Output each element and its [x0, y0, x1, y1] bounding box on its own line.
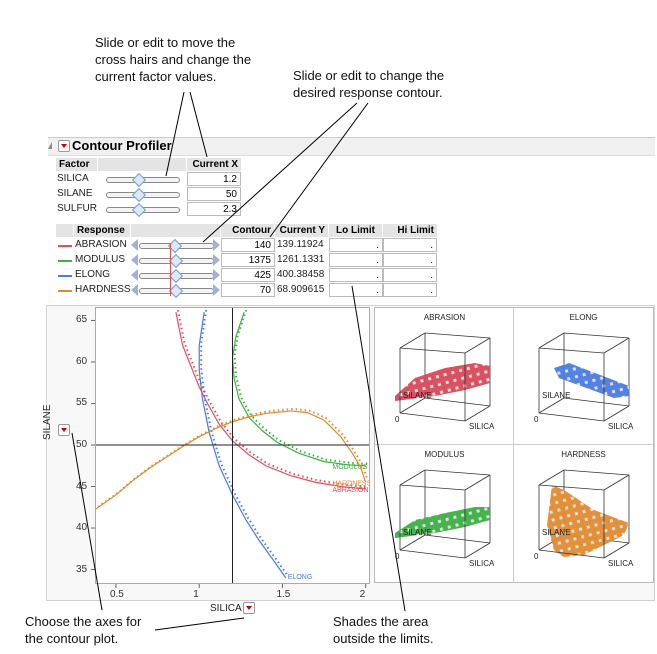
- profiler-menu-button[interactable]: [58, 140, 70, 152]
- contour-shading-dots: [233, 309, 368, 465]
- response-name: ELONG: [75, 269, 111, 280]
- surface-title: ELONG: [569, 313, 598, 322]
- surface-origin-label: 0: [395, 415, 400, 424]
- slider-left-arrow-icon[interactable]: [131, 284, 138, 296]
- x-tick-label: 1: [193, 589, 199, 600]
- slider-left-arrow-icon[interactable]: [131, 254, 138, 266]
- response-name: ABRASION: [75, 239, 127, 250]
- contour-input[interactable]: 425: [221, 268, 275, 282]
- y-axis-menu-button[interactable]: [58, 424, 70, 436]
- annotation-shade: Shades the area outside the limits.: [333, 614, 434, 646]
- hi-limit-input[interactable]: .: [383, 268, 437, 282]
- surface-plot-abrasion[interactable]: ABRASION 0 SILICA SILANE: [375, 308, 514, 445]
- surface-y-axis-label: SILANE: [403, 391, 432, 400]
- contour-line-modulus: [231, 311, 366, 467]
- panel-title: Contour Profiler: [72, 138, 172, 153]
- x-tick-label: 0.5: [109, 589, 124, 600]
- y-tick-label: 60: [76, 355, 88, 367]
- lo-limit-input[interactable]: .: [329, 253, 383, 267]
- y-tick-label: 50: [76, 439, 88, 450]
- hi-limit-input[interactable]: .: [383, 238, 437, 252]
- contour-input[interactable]: 70: [221, 283, 275, 297]
- factor-name: SILANE: [57, 188, 93, 199]
- surface-plot-elong[interactable]: ELONG 0 SILICA SILANE: [514, 308, 653, 445]
- response-name: HARDNESS: [75, 284, 131, 295]
- slider-left-arrow-icon[interactable]: [131, 239, 138, 251]
- slider-right-arrow-icon[interactable]: [213, 284, 220, 296]
- surface-x-axis-label: SILICA: [608, 422, 634, 431]
- slider-right-arrow-icon[interactable]: [213, 239, 220, 251]
- y-tick-label: 55: [76, 397, 88, 409]
- surface-origin-label: 0: [534, 415, 539, 424]
- current-value-marker: [170, 243, 171, 296]
- slider-right-arrow-icon[interactable]: [213, 254, 220, 266]
- contour-label: ABRASION: [332, 487, 368, 494]
- contour-label: MODULUS: [332, 464, 367, 471]
- y-tick-label: 65: [76, 314, 88, 326]
- response-color-swatch: [58, 245, 72, 247]
- slider-header: [131, 224, 220, 237]
- annotation-axes: Choose the axes for the contour plot.: [25, 614, 142, 646]
- surface-plot-hardness[interactable]: HARDNESS 0 SILICA SILANE: [514, 445, 653, 582]
- contour-label: HARDNESS: [332, 480, 371, 487]
- surface-title: MODULUS: [424, 450, 465, 459]
- annotation-contour: Slide or edit to change the desired resp…: [293, 68, 445, 100]
- current-y-value: 1261.1331: [277, 254, 325, 265]
- surface-x-axis-label: SILICA: [608, 559, 634, 568]
- response-surface: [395, 507, 490, 538]
- disclosure-triangle-icon[interactable]: [48, 142, 52, 149]
- surface-x-axis-label: SILICA: [469, 559, 495, 568]
- x-axis-menu-button[interactable]: [243, 602, 255, 614]
- annotation-crosshairs: Slide or edit to move the cross hairs an…: [95, 35, 252, 84]
- surface-y-axis-label: SILANE: [542, 391, 571, 400]
- response-color-swatch: [58, 275, 72, 277]
- surface-origin-label: 0: [395, 552, 400, 561]
- response-color-swatch: [58, 290, 72, 292]
- factor-header: Factor: [56, 158, 97, 171]
- surface-origin-label: 0: [534, 552, 539, 561]
- y-tick-label: 35: [76, 563, 88, 575]
- surface-title: ABRASION: [423, 313, 466, 322]
- slider-right-arrow-icon[interactable]: [213, 269, 220, 281]
- y-axis-label: SILANE: [42, 404, 53, 440]
- y-tick-label: 40: [76, 522, 88, 534]
- current-y-value: 139.11924: [277, 239, 324, 250]
- response-color-swatch: [58, 260, 72, 262]
- surface-y-axis-label: SILANE: [542, 528, 571, 537]
- current-y-value: 400.38458: [277, 269, 325, 280]
- x-axis-label: SILICA: [210, 603, 242, 614]
- response-surface: [547, 485, 629, 557]
- response-surface: [554, 363, 629, 398]
- surface-y-axis-label: SILANE: [403, 528, 432, 537]
- response-header: Response: [74, 224, 130, 237]
- contour-input[interactable]: 1375: [221, 253, 275, 267]
- surface-plot-modulus[interactable]: MODULUS 0 SILICA SILANE: [375, 445, 514, 582]
- contour-line-elong: [198, 312, 287, 579]
- x-tick-label: 2: [359, 589, 366, 600]
- contour-line-hardness: [96, 410, 367, 510]
- current-y-value: 68.909615: [277, 284, 325, 295]
- contour-label: ELONG: [288, 574, 313, 581]
- contour-shading-dots: [200, 310, 289, 577]
- x-tick-label: 1.5: [276, 589, 291, 600]
- hi-limit-header: Hi Limit: [383, 224, 437, 237]
- contour-shading-dots: [97, 407, 369, 508]
- surface-x-axis-label: SILICA: [469, 422, 495, 431]
- swatch-header: [56, 224, 73, 237]
- response-name: MODULUS: [75, 254, 126, 265]
- factor-name: SULFUR: [57, 203, 98, 214]
- surface-title: HARDNESS: [561, 450, 606, 459]
- lo-limit-input[interactable]: .: [329, 268, 383, 282]
- y-tick-label: 45: [76, 480, 88, 492]
- response-surface: [395, 363, 490, 401]
- slider-header: [98, 158, 186, 171]
- slider-left-arrow-icon[interactable]: [131, 269, 138, 281]
- factor-name: SILICA: [57, 173, 89, 184]
- hi-limit-input[interactable]: .: [383, 253, 437, 267]
